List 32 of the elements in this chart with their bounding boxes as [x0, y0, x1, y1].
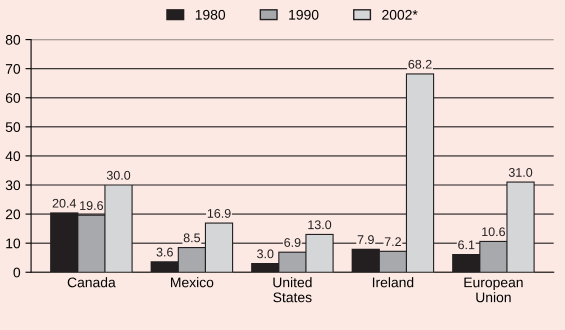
data-label: 13.0	[308, 220, 332, 230]
x-tick-label: Ireland	[372, 277, 414, 288]
x-tick-label: Canada	[68, 277, 116, 288]
data-label: 68.2	[408, 60, 432, 69]
y-tick-label: 0	[13, 268, 20, 278]
data-label: 30.0	[106, 170, 130, 180]
y-tick-label: 10	[6, 238, 20, 248]
data-label: 7.2	[384, 237, 401, 246]
data-label: 6.1	[458, 240, 474, 250]
y-tick-label: 60	[6, 93, 20, 103]
data-label: 31.0	[508, 168, 532, 177]
y-tick-label: 20	[6, 209, 20, 220]
x-tick-label: European Union	[464, 278, 523, 302]
data-label: 19.6	[80, 201, 103, 210]
legend-label: 2002*	[382, 10, 418, 20]
data-label: 10.6	[482, 227, 506, 236]
y-tick-label: 40	[6, 151, 20, 162]
legend-label: 1980	[196, 10, 226, 20]
data-label: 6.9	[284, 238, 300, 247]
y-tick-label: 80	[6, 34, 20, 45]
y-tick-label: 30	[6, 180, 20, 190]
data-label: 16.9	[208, 209, 231, 218]
data-label: 8.5	[184, 233, 200, 242]
data-label: 3.6	[156, 248, 173, 257]
data-label: 20.4	[52, 198, 76, 208]
data-label: 7.9	[358, 235, 374, 244]
y-tick-label: 50	[6, 122, 20, 132]
x-tick-label: Mexico	[171, 277, 214, 288]
y-tick-label: 70	[6, 64, 20, 74]
x-tick-label: United States	[273, 277, 312, 302]
data-label: 3.0	[257, 249, 274, 258]
legend-label: 1990	[289, 10, 318, 20]
